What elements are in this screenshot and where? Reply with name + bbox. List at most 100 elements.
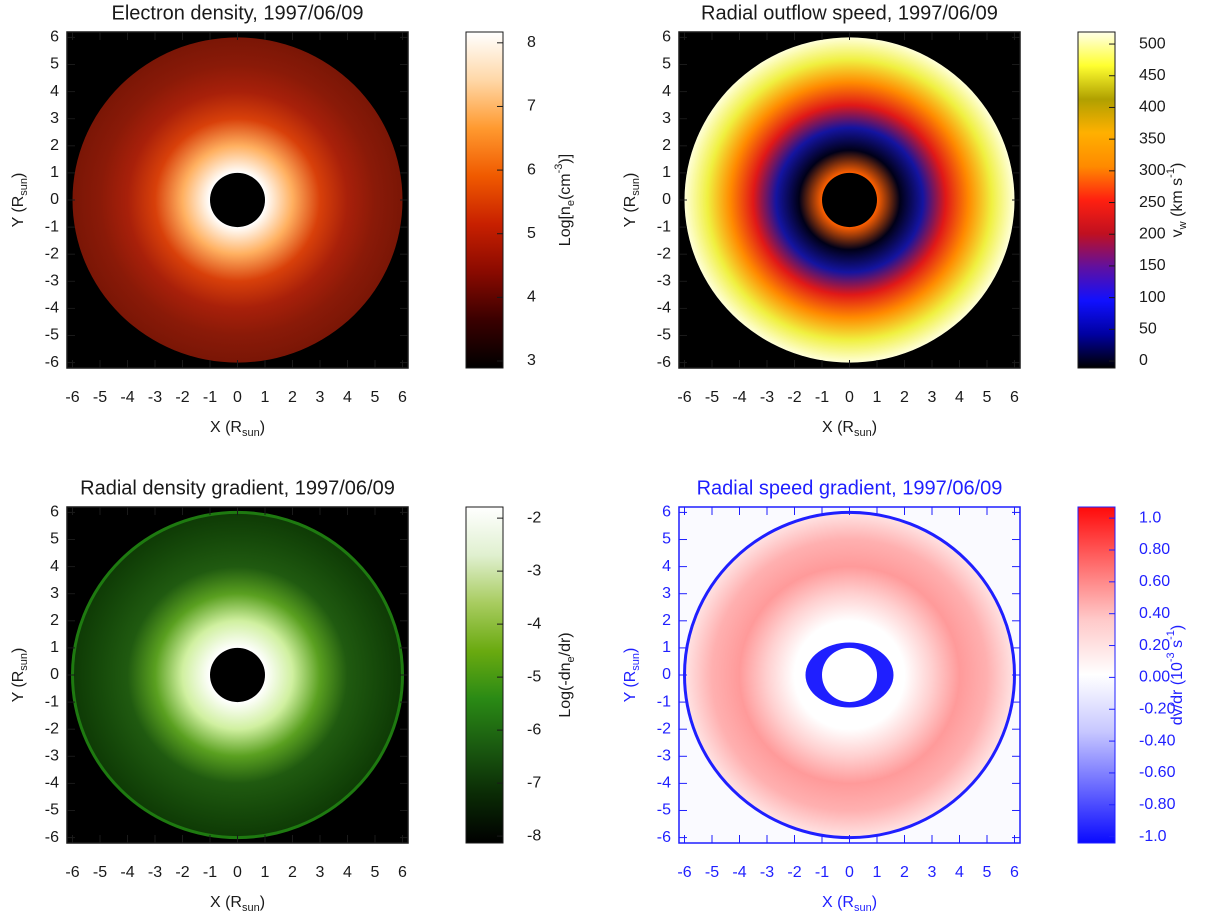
colorbar-label-part: (cm (557, 173, 574, 200)
colorbar-label-part: Log[n (557, 206, 574, 246)
y-tick-label: 5 (50, 56, 59, 73)
y-tick-label: 0 (662, 666, 671, 683)
x-tick-label: -5 (93, 389, 107, 406)
y-tick-label: 0 (50, 666, 59, 683)
y-tick-label: 2 (50, 137, 59, 154)
x-tick-label: 3 (316, 389, 325, 406)
x-tick-label: 5 (371, 864, 380, 881)
colorbar-tick-label: 250 (1139, 194, 1166, 211)
colorbar-tick-label: 50 (1139, 321, 1157, 338)
y-tick-label: 1 (662, 164, 671, 181)
y-tick-label: -5 (45, 802, 59, 819)
y-tick-label: -4 (657, 300, 671, 317)
colorbar-label-part: ) (1169, 625, 1186, 630)
x-tick-label: -3 (148, 864, 162, 881)
x-axis-label-part: sun (242, 427, 260, 439)
x-axis-label-part: ) (260, 419, 265, 436)
x-tick-label: 2 (288, 864, 297, 881)
y-tick-label: 3 (662, 585, 671, 602)
chart-title: Radial density gradient, 1997/06/09 (80, 477, 395, 499)
x-tick-label: -2 (787, 389, 801, 406)
y-tick-label: -2 (657, 720, 671, 737)
x-tick-label: -5 (705, 864, 719, 881)
x-tick-label: 5 (371, 389, 380, 406)
colorbar-tick-label: 450 (1139, 67, 1166, 84)
y-axis-label: Y (Rsun) (622, 173, 642, 228)
y-tick-label: 6 (662, 29, 671, 46)
y-tick-label: 5 (662, 56, 671, 73)
colorbar-tick-label: -1.0 (1139, 828, 1167, 845)
chart-title: Radial speed gradient, 1997/06/09 (697, 477, 1003, 499)
y-tick-label: 5 (50, 531, 59, 548)
y-axis-label-part: ) (622, 173, 639, 178)
colorbar-label-part: (km s (1169, 178, 1186, 222)
x-tick-label: 6 (1010, 864, 1019, 881)
y-tick-label: -6 (657, 829, 671, 846)
colorbar-tick-label: 5 (527, 225, 536, 242)
x-tick-label: 5 (983, 864, 992, 881)
occulter (822, 648, 877, 702)
figure: -6-5-4-3-2-10123456-6-5-4-3-2-10123456El… (0, 0, 1205, 920)
x-tick-label: 4 (343, 389, 352, 406)
x-axis-label-part: sun (854, 427, 872, 439)
colorbar-tick-label: -3 (527, 562, 541, 579)
y-tick-label: -2 (45, 245, 59, 262)
colorbar-tick-label: 100 (1139, 289, 1166, 306)
colorbar-tick-label: 7 (527, 98, 536, 115)
x-tick-label: 4 (955, 864, 964, 881)
y-tick-label: 3 (50, 110, 59, 127)
x-axis-label: X (Rsun) (822, 419, 877, 439)
y-axis-label-part: ) (622, 648, 639, 653)
y-tick-label: 1 (50, 639, 59, 656)
x-axis-label: X (Rsun) (210, 419, 265, 439)
colorbar-tick-label: 1.0 (1139, 509, 1161, 526)
colorbar-tick-label: 0.60 (1139, 573, 1170, 590)
colorbar-tick-label: 0.80 (1139, 541, 1170, 558)
colorbar-tick-label: 400 (1139, 99, 1166, 116)
colorbar-tick-label: 200 (1139, 225, 1166, 242)
colorbar-label-part: -1 (1165, 630, 1177, 640)
colorbar-tick-label: -0.80 (1139, 796, 1176, 813)
colorbar-label-part: s (1169, 640, 1186, 652)
x-tick-label: -3 (148, 389, 162, 406)
y-tick-label: -1 (657, 693, 671, 710)
y-axis-label: Y (Rsun) (10, 173, 30, 228)
y-tick-label: -5 (45, 327, 59, 344)
colorbar-tick-label: 0.00 (1139, 669, 1170, 686)
y-tick-label: -2 (45, 720, 59, 737)
x-axis-label-part: X (R (822, 894, 854, 911)
y-axis-label-part: sun (630, 653, 642, 671)
x-axis-label: X (Rsun) (210, 894, 265, 914)
y-tick-label: 2 (662, 612, 671, 629)
x-axis-label-part: ) (872, 419, 877, 436)
colorbar-label-part: -3 (1165, 652, 1177, 662)
x-tick-label: -4 (120, 389, 134, 406)
colorbar-tick-label: 150 (1139, 257, 1166, 274)
colorbar-label-part: v (1169, 229, 1186, 237)
y-tick-label: 5 (662, 531, 671, 548)
x-tick-label: 1 (261, 389, 270, 406)
chart-title: Radial outflow speed, 1997/06/09 (701, 2, 998, 24)
y-tick-label: -1 (45, 218, 59, 235)
colorbar-tick-label: 6 (527, 161, 536, 178)
y-tick-label: -4 (657, 775, 671, 792)
x-tick-label: -6 (677, 389, 691, 406)
colorbar-tick-label: -8 (527, 827, 541, 844)
x-tick-label: 2 (900, 389, 909, 406)
colorbar-label-part: dv/dr (10 (1169, 662, 1186, 725)
x-tick-label: -2 (787, 864, 801, 881)
x-tick-label: 0 (233, 389, 242, 406)
x-tick-label: -1 (815, 864, 829, 881)
x-axis-label-part: sun (854, 902, 872, 914)
colorbar-label-part: )] (557, 154, 574, 164)
x-tick-label: -2 (175, 389, 189, 406)
colorbar-label: Log[ne(cm-3)] (553, 154, 577, 246)
colorbar (1078, 32, 1115, 368)
y-tick-label: -4 (45, 775, 59, 792)
x-tick-label: 6 (398, 864, 407, 881)
colorbar-tick-label: -5 (527, 668, 541, 685)
colorbar-tick-label: -2 (527, 509, 541, 526)
x-tick-label: -1 (815, 389, 829, 406)
colorbar (1078, 507, 1115, 843)
x-tick-label: 3 (928, 389, 937, 406)
